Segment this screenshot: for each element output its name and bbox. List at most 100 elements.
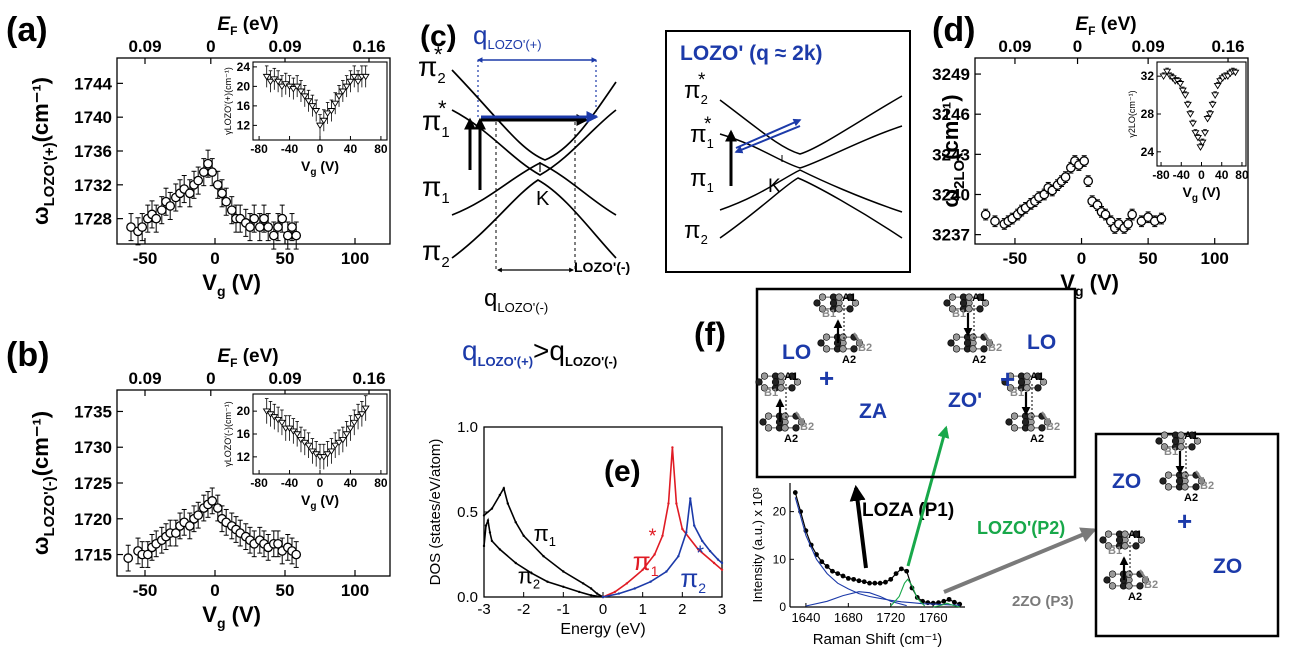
data-point bbox=[123, 553, 134, 563]
data-point bbox=[254, 222, 265, 232]
data-point bbox=[217, 188, 227, 199]
box-band-label-pi1-star-star: * bbox=[704, 114, 712, 135]
data-point bbox=[712, 561, 716, 565]
x-tick-label: 1720 bbox=[876, 610, 905, 625]
inset-x-tick-label: 0 bbox=[317, 476, 324, 490]
y-tick-label: 3249 bbox=[932, 65, 970, 84]
data-point bbox=[346, 78, 355, 86]
inset-y-tick-label: 20 bbox=[237, 404, 251, 418]
atom bbox=[952, 345, 961, 353]
atom-label-b2: B2 bbox=[800, 421, 814, 433]
x-tick-label: 0 bbox=[1077, 249, 1086, 268]
data-point bbox=[293, 83, 302, 91]
data-point bbox=[980, 209, 991, 220]
mode-label-lo: LO bbox=[782, 341, 811, 364]
data-point bbox=[904, 568, 910, 574]
data-point bbox=[830, 568, 835, 574]
y-tick-label: 3237 bbox=[932, 226, 970, 245]
atom-label-b1: B1 bbox=[822, 308, 836, 320]
data-point bbox=[354, 78, 363, 86]
series-label-pi2: π2 bbox=[518, 563, 540, 591]
data-point bbox=[245, 222, 255, 232]
data-point bbox=[1100, 209, 1111, 220]
data-point bbox=[883, 579, 888, 585]
lattice-cell bbox=[755, 372, 802, 392]
atom bbox=[1005, 418, 1013, 426]
y-tick-label: 1715 bbox=[74, 546, 112, 565]
data-point bbox=[946, 596, 952, 602]
y-axis-title: ωLOZO'(+)(cm⁻¹) bbox=[28, 77, 58, 225]
data-point bbox=[137, 222, 148, 232]
lattice-cell bbox=[1155, 431, 1202, 451]
data-point bbox=[350, 73, 359, 81]
atom bbox=[1188, 443, 1196, 451]
y-tick-label: 1740 bbox=[74, 108, 112, 127]
data-point bbox=[193, 510, 204, 521]
atom-label-a1: A1 bbox=[1184, 430, 1198, 442]
phonon-arrow-blue bbox=[735, 118, 802, 149]
peak-arrow-p2 bbox=[906, 425, 950, 567]
atom bbox=[1039, 378, 1048, 386]
inset-x-tick-label: 40 bbox=[1215, 168, 1229, 182]
band-label-pi2: π2 bbox=[422, 235, 450, 271]
atom bbox=[965, 293, 973, 301]
axes-frame bbox=[974, 57, 1249, 245]
data-point bbox=[331, 442, 340, 450]
data-point bbox=[490, 507, 494, 510]
k-label: K bbox=[536, 188, 550, 210]
top-tick-label: 0.16 bbox=[352, 37, 385, 56]
atom bbox=[981, 299, 990, 307]
inset-x-axis-title: Vg (V) bbox=[1182, 184, 1220, 204]
inset-y-tick-label: 16 bbox=[237, 427, 251, 441]
data-point bbox=[861, 579, 867, 585]
atom bbox=[947, 339, 955, 347]
atom bbox=[1177, 431, 1185, 439]
data-point bbox=[546, 580, 549, 583]
atom-label-b2: B2 bbox=[988, 342, 1002, 354]
data-point bbox=[490, 539, 494, 543]
data-point bbox=[498, 493, 502, 497]
atom bbox=[1027, 412, 1035, 420]
y-tick-label: 1728 bbox=[74, 210, 112, 229]
atom bbox=[948, 293, 957, 301]
data-point bbox=[522, 534, 525, 537]
data-point bbox=[486, 519, 490, 522]
data-point bbox=[193, 175, 204, 186]
data-point bbox=[304, 442, 313, 450]
data-point bbox=[277, 213, 288, 224]
atom bbox=[976, 293, 984, 301]
q-minus-label: qLOZO'(-) bbox=[484, 285, 548, 315]
top-tick-label: 0.09 bbox=[128, 369, 161, 388]
atom-label-b2: B2 bbox=[1200, 480, 1214, 492]
data-point bbox=[1123, 219, 1133, 229]
atom-label-b2: B2 bbox=[1144, 579, 1158, 591]
series-line bbox=[805, 591, 907, 607]
atom bbox=[952, 333, 961, 341]
data-point bbox=[335, 439, 344, 447]
y-tick-label: 3246 bbox=[932, 105, 970, 124]
atom bbox=[1188, 431, 1196, 439]
data-point bbox=[1060, 172, 1071, 182]
atom-label-a1: A1 bbox=[1030, 371, 1044, 383]
atom bbox=[1108, 570, 1117, 578]
atom bbox=[969, 333, 977, 341]
atom bbox=[1175, 477, 1184, 485]
inset-x-tick-label: 80 bbox=[374, 142, 388, 156]
atom bbox=[813, 299, 821, 307]
x-tick-label: -3 bbox=[477, 601, 490, 618]
data-point bbox=[581, 582, 585, 585]
data-point bbox=[649, 580, 652, 583]
data-point bbox=[589, 594, 593, 597]
panel-a: (a) -50 0 50 100 1728 1732 1736 1740 1744 0.09 0 0.0… bbox=[6, 11, 391, 299]
data-point bbox=[542, 555, 545, 558]
inset-y-tick-label: 16 bbox=[237, 99, 251, 113]
atom bbox=[846, 305, 854, 313]
atom bbox=[976, 305, 984, 313]
inset-x-tick-label: 0 bbox=[317, 142, 324, 156]
x-tick-label: 1760 bbox=[919, 610, 948, 625]
atom bbox=[817, 339, 825, 347]
atom bbox=[969, 345, 977, 353]
atom bbox=[963, 339, 972, 347]
top-axis-title: EF (eV) bbox=[1075, 14, 1136, 38]
